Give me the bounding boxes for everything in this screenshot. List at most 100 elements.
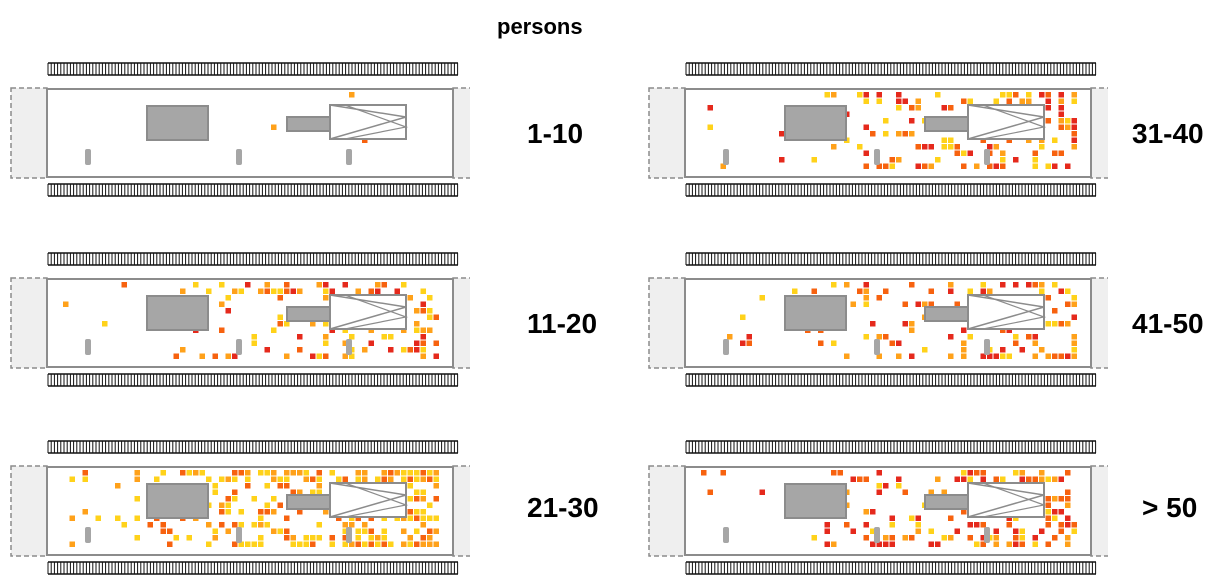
density-cell xyxy=(1065,535,1071,541)
panel-label-2: 11-20 xyxy=(527,308,598,339)
density-cell xyxy=(245,483,251,489)
stair-connector xyxy=(924,494,970,510)
density-cell xyxy=(863,288,869,294)
density-cell xyxy=(219,502,225,508)
density-cell xyxy=(922,301,928,307)
density-cell xyxy=(1045,118,1051,124)
density-cell xyxy=(414,476,420,482)
pillar-2 xyxy=(874,339,880,355)
density-cell xyxy=(433,541,439,547)
density-cell xyxy=(863,92,869,98)
density-cell xyxy=(206,541,212,547)
density-cell xyxy=(883,163,889,169)
density-cell xyxy=(863,535,869,541)
density-cell xyxy=(889,157,895,163)
density-cell xyxy=(381,334,387,340)
density-cell xyxy=(831,470,837,476)
density-cell xyxy=(355,535,361,541)
pillar-1 xyxy=(723,149,729,165)
density-cell xyxy=(290,541,296,547)
density-cell xyxy=(271,528,277,534)
density-cell xyxy=(420,301,426,307)
platform-end-right xyxy=(1090,277,1108,369)
density-cell xyxy=(720,163,726,169)
density-cell xyxy=(759,489,765,495)
density-cell xyxy=(915,163,921,169)
density-cell xyxy=(427,502,433,508)
density-cell xyxy=(284,515,290,521)
density-cell xyxy=(1019,541,1025,547)
density-cell xyxy=(1052,535,1058,541)
density-cell xyxy=(863,163,869,169)
density-cell xyxy=(1052,150,1058,156)
density-cell xyxy=(889,541,895,547)
density-cell xyxy=(909,327,915,333)
density-cell xyxy=(831,340,837,346)
pillar-3 xyxy=(346,149,352,165)
density-cell xyxy=(961,327,967,333)
density-cell xyxy=(277,321,283,327)
density-cell xyxy=(1071,314,1077,320)
density-cell xyxy=(870,541,876,547)
density-cell xyxy=(362,470,368,476)
density-cell xyxy=(342,353,348,359)
platform-panel-1 xyxy=(10,60,470,210)
density-cell xyxy=(401,282,407,288)
density-cell xyxy=(811,535,817,541)
density-cell xyxy=(284,353,290,359)
kiosk-block xyxy=(146,105,209,141)
density-cell xyxy=(1052,353,1058,359)
density-cell xyxy=(433,340,439,346)
density-cell xyxy=(407,295,413,301)
density-cell xyxy=(876,295,882,301)
density-cell xyxy=(407,470,413,476)
density-cell xyxy=(740,340,746,346)
density-cell xyxy=(844,282,850,288)
density-cell xyxy=(251,340,257,346)
staircase xyxy=(967,482,1047,518)
density-cell xyxy=(1013,470,1019,476)
density-cell xyxy=(928,144,934,150)
density-cell xyxy=(863,476,869,482)
density-cell xyxy=(427,476,433,482)
platform-panel-2 xyxy=(10,250,470,400)
density-cell xyxy=(180,470,186,476)
density-cell xyxy=(427,295,433,301)
density-cell xyxy=(115,515,121,521)
density-cell xyxy=(967,98,973,104)
density-cell xyxy=(915,515,921,521)
density-cell xyxy=(1058,98,1064,104)
density-cell xyxy=(284,528,290,534)
density-cell xyxy=(323,288,329,294)
density-cell xyxy=(1065,515,1071,521)
kiosk-block xyxy=(146,295,209,331)
density-cell xyxy=(1000,347,1006,353)
pillar-2 xyxy=(236,149,242,165)
density-cell xyxy=(1006,98,1012,104)
density-cell xyxy=(889,522,895,528)
density-cell xyxy=(180,288,186,294)
density-cell xyxy=(401,476,407,482)
density-cell xyxy=(427,528,433,534)
density-cell xyxy=(388,476,394,482)
density-cell xyxy=(1045,92,1051,98)
track-bottom xyxy=(685,561,1097,575)
density-cell xyxy=(993,353,999,359)
density-cell xyxy=(102,321,108,327)
density-cell xyxy=(818,340,824,346)
density-cell xyxy=(414,509,420,515)
density-cell xyxy=(1000,92,1006,98)
density-cell xyxy=(883,334,889,340)
density-cell xyxy=(824,541,830,547)
kiosk-block xyxy=(784,483,847,519)
density-cell xyxy=(407,535,413,541)
density-cell xyxy=(258,535,264,541)
density-cell xyxy=(909,535,915,541)
track-bottom xyxy=(47,561,459,575)
density-cell xyxy=(837,470,843,476)
density-cell xyxy=(961,476,967,482)
density-cell xyxy=(251,496,257,502)
density-cell xyxy=(967,522,973,528)
pillar-1 xyxy=(723,339,729,355)
density-cell xyxy=(232,541,238,547)
